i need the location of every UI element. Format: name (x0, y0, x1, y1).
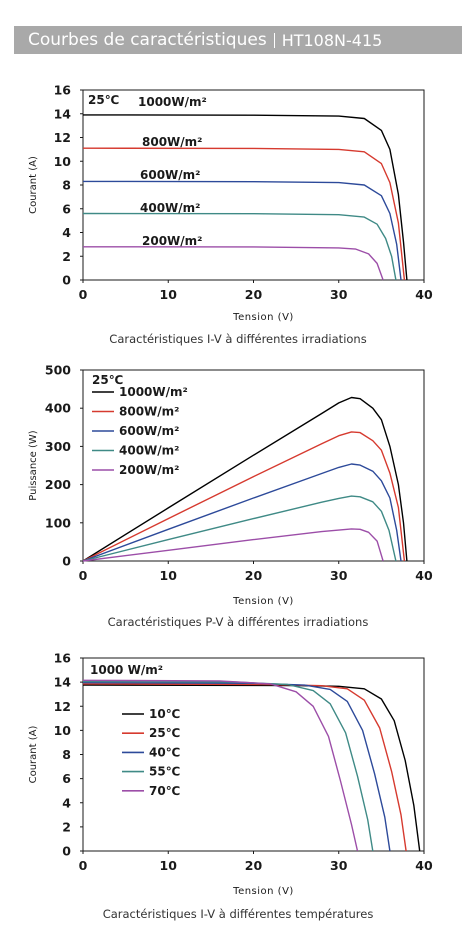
title-separator (273, 32, 275, 48)
series-line-2 (82, 463, 402, 562)
y-tick-label: 4 (62, 795, 71, 810)
pv-irradiance-chart: 0 100 200 300 400 500 0 10 20 30 40 Tension (V) Puis… (28, 363, 433, 608)
y-tick-label: 6 (62, 201, 71, 216)
legend-label: 25℃ (149, 726, 180, 740)
series-line-1 (82, 147, 406, 281)
legend-label: 1000W/m² (119, 385, 188, 399)
x-tick-label: 10 (160, 858, 178, 873)
plot-area-frame (82, 657, 425, 852)
x-tick-label: 10 (160, 568, 178, 583)
x-axis-label: Tension (V) (232, 886, 294, 897)
page-header: Courbes de caractéristiques HT108N-415 (14, 26, 462, 54)
series-line-4 (82, 246, 384, 281)
legend-label: 70℃ (149, 784, 180, 798)
chart-caption-pv-irradiance: Caractéristiques P-V à différentes irrad… (107, 615, 369, 629)
series-line-1 (82, 683, 407, 852)
legend-label: 55℃ (149, 765, 180, 779)
model-name: HT108N-415 (281, 30, 383, 50)
y-tick-label: 400 (45, 401, 71, 416)
y-tick-label: 0 (62, 273, 71, 288)
legend-label: 400W/m² (140, 201, 200, 215)
y-tick-label: 8 (62, 178, 71, 193)
x-tick-label: 20 (245, 858, 263, 873)
condition-label: 25℃ (92, 373, 123, 387)
iv-temperature-chart: 0 2 4 6 8 10 12 14 16 0 10 20 30 40 Tension (V) Courant… (28, 651, 433, 898)
y-tick-label: 14 (54, 675, 72, 690)
y-tick-label: 200 (45, 477, 71, 492)
condition-label: 25℃ (88, 93, 119, 107)
y-tick-label: 4 (62, 225, 71, 240)
chart-caption-iv-temperature: Caractéristiques I-V à différentes tempé… (102, 907, 374, 921)
y-tick-label: 12 (54, 130, 71, 145)
y-axis-label: Courant (A) (28, 156, 39, 214)
x-tick-label: 0 (79, 858, 88, 873)
legend-label: 200W/m² (119, 463, 179, 477)
y-tick-label: 10 (54, 154, 72, 169)
legend-label: 600W/m² (140, 168, 200, 182)
y-tick-label: 2 (62, 819, 71, 834)
series-line-2 (82, 180, 402, 281)
x-axis-label: Tension (V) (232, 596, 294, 607)
y-tick-label: 8 (62, 747, 71, 762)
legend-label: 800W/m² (142, 135, 202, 149)
condition-label: 1000 W/m² (90, 663, 163, 677)
y-tick-label: 12 (54, 699, 71, 714)
legend-label: 1000W/m² (138, 95, 207, 109)
series-line-4 (82, 679, 359, 852)
legend-label: 200W/m² (142, 234, 202, 248)
x-tick-label: 40 (415, 858, 433, 873)
y-tick-label: 0 (62, 844, 71, 859)
x-tick-label: 40 (415, 568, 433, 583)
legend-label: 40℃ (149, 745, 180, 759)
plot-area-frame (82, 89, 425, 281)
legend-label: 400W/m² (119, 444, 179, 458)
x-tick-label: 40 (415, 287, 433, 302)
y-tick-label: 2 (62, 249, 71, 264)
x-tick-label: 30 (330, 568, 348, 583)
y-tick-label: 16 (54, 651, 72, 666)
y-tick-label: 300 (45, 439, 71, 454)
legend-label: 600W/m² (119, 424, 179, 438)
series-line-2 (82, 682, 391, 852)
series-line-0 (82, 114, 408, 281)
y-axis-label: Puissance (W) (28, 430, 39, 500)
series-line-3 (82, 680, 374, 852)
x-tick-label: 30 (330, 287, 348, 302)
y-tick-label: 16 (54, 83, 72, 98)
x-tick-label: 30 (330, 858, 348, 873)
series-line-1 (82, 431, 406, 562)
y-tick-label: 0 (62, 554, 71, 569)
x-tick-label: 0 (79, 568, 88, 583)
y-tick-label: 500 (45, 363, 71, 378)
series-line-3 (82, 495, 397, 562)
x-axis-label: Tension (V) (232, 312, 294, 323)
y-axis-label: Courant (A) (28, 726, 39, 784)
page-title: Courbes de caractéristiques (28, 30, 267, 50)
x-tick-label: 20 (245, 287, 263, 302)
chart-caption-iv-irradiance: Caractéristiques I-V à différentes irrad… (109, 332, 367, 346)
series-line-4 (82, 528, 384, 562)
y-tick-label: 10 (54, 723, 72, 738)
iv-irradiance-chart: 0 2 4 6 8 10 12 14 16 0 10 20 30 40 Tension (V) Courant… (28, 83, 433, 324)
x-tick-label: 0 (79, 287, 88, 302)
legend-label: 800W/m² (119, 405, 179, 419)
series-line-3 (82, 212, 397, 281)
x-tick-label: 10 (160, 287, 178, 302)
x-tick-label: 20 (245, 568, 263, 583)
series-line-0 (82, 396, 408, 562)
y-tick-label: 6 (62, 771, 71, 786)
y-tick-label: 100 (45, 515, 71, 530)
legend-label: 10℃ (149, 707, 180, 721)
y-tick-label: 14 (54, 106, 72, 121)
